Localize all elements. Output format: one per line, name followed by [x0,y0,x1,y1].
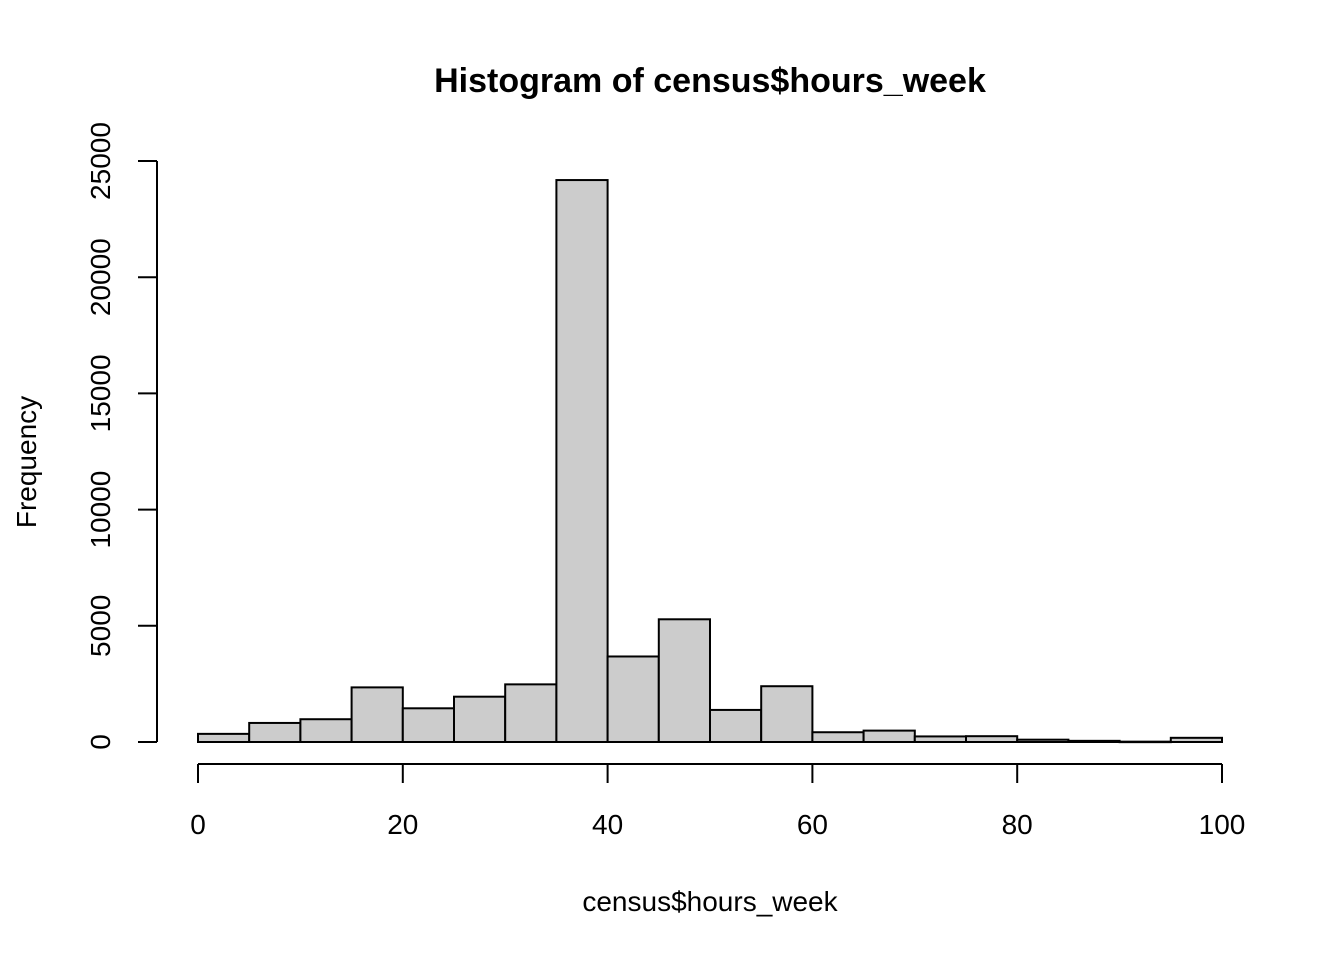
y-tick-label: 20000 [85,238,116,316]
y-tick-label: 0 [85,734,116,750]
histogram-bar [401,707,455,743]
x-axis: 0 20 40 60 80 100 [190,763,1246,840]
bars-group [197,179,1224,744]
histogram-bar [1016,738,1070,744]
x-tick-label: 60 [797,809,828,840]
histogram-bar [299,718,353,743]
histogram-bar [811,731,865,743]
histogram-bar [606,655,660,744]
histogram-bar [657,618,711,743]
x-axis-label: census$hours_week [582,886,838,917]
histogram-bar [1067,739,1121,744]
chart-title: Histogram of census$hours_week [434,62,986,100]
histogram-bar [760,685,814,743]
x-tick-label: 40 [592,809,623,840]
x-tick-label: 0 [190,809,206,840]
y-tick-label: 5000 [85,595,116,657]
histogram-bar [1118,740,1172,744]
histogram-bar [504,683,558,744]
x-tick-label: 100 [1199,809,1246,840]
histogram-bar [453,695,507,744]
y-axis-label: Frequency [11,396,42,528]
histogram-bar [1169,736,1224,743]
histogram-bar [197,732,251,744]
y-tick-label: 25000 [85,122,116,200]
histogram-bar [913,735,967,744]
x-tick-label: 80 [1002,809,1033,840]
y-tick-label: 15000 [85,354,116,432]
histogram-bar [248,721,302,743]
histogram-bar [555,179,609,743]
histogram-bar [709,708,763,743]
y-axis: 0 5000 10000 15000 20000 25000 [85,122,158,750]
histogram-bar [350,686,404,743]
histogram-bar [965,735,1019,744]
histogram-bar [862,729,916,744]
y-tick-label: 10000 [85,471,116,549]
x-tick-label: 20 [387,809,418,840]
